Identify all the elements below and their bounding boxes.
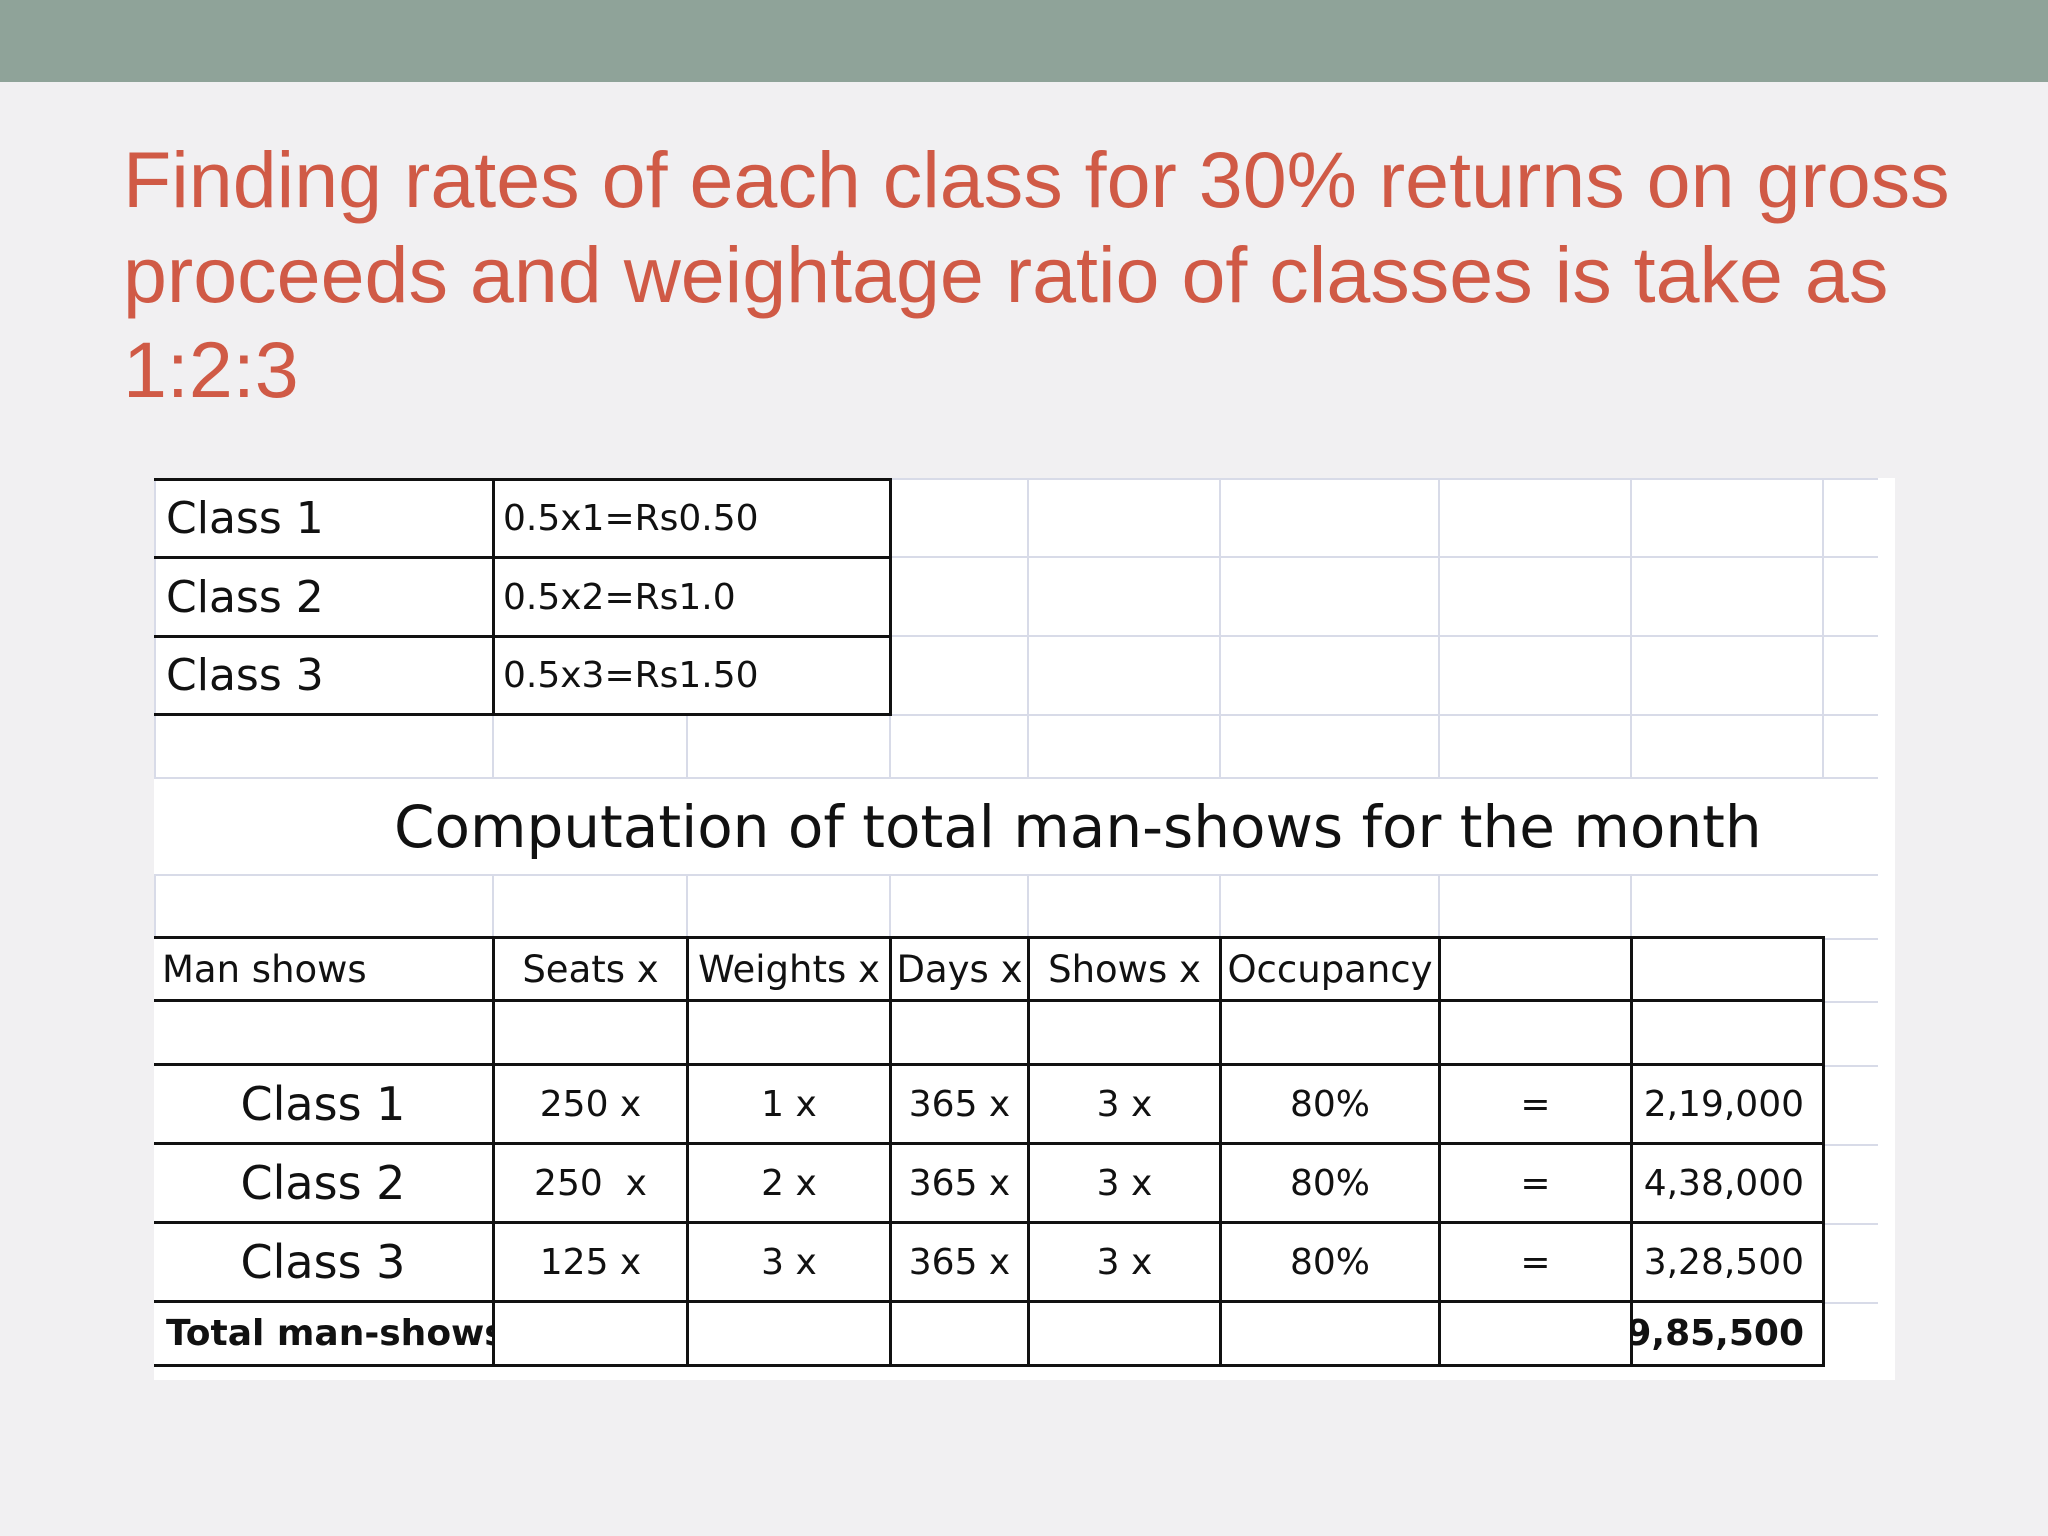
rate-class-value: 0.5x2=Rs1.0 <box>503 576 736 618</box>
row-weights: 3 x <box>761 1241 817 1283</box>
row-seats: 250 x <box>539 1083 642 1125</box>
row-total: 2,19,000 <box>1643 1083 1804 1125</box>
rate-class-label: Class 1 <box>166 493 324 544</box>
table-border <box>1219 936 1222 1367</box>
row-occupancy: 80% <box>1289 1083 1370 1125</box>
gridline <box>1822 1001 1878 1003</box>
table-border <box>154 713 892 716</box>
gridline <box>1630 478 1632 777</box>
gridline <box>1822 1065 1878 1067</box>
gridline <box>492 874 494 936</box>
gridline <box>1027 874 1029 936</box>
table-border <box>889 936 892 1367</box>
gridline <box>1822 1302 1878 1304</box>
row-shows: 3 x <box>1096 1083 1153 1125</box>
computation-heading: Computation of total man-shows for the m… <box>394 792 1762 861</box>
gridline <box>889 714 1878 716</box>
row-equals: = <box>1520 1083 1551 1125</box>
table-border <box>154 1142 1825 1145</box>
spreadsheet-image: Class 1 0.5x1=Rs0.50 Class 2 0.5x2=Rs1.0… <box>154 478 1895 1380</box>
table-border <box>154 1063 1825 1066</box>
rate-class-label: Class 2 <box>166 571 324 623</box>
gridline <box>889 635 1878 637</box>
table-border <box>154 999 1825 1002</box>
total-label: Total man-shows <box>166 1313 492 1354</box>
gridline <box>154 478 1878 480</box>
row-total: 3,28,500 <box>1643 1241 1804 1283</box>
row-seats: 250 x <box>534 1162 647 1204</box>
table-border <box>154 635 892 638</box>
header-man-shows: Man shows <box>162 947 367 991</box>
slide-title: Finding rates of each class for 30% retu… <box>123 135 1950 414</box>
gridline <box>1438 874 1440 936</box>
gridline <box>1822 1223 1878 1225</box>
rate-class-value: 0.5x1=Rs0.50 <box>503 498 759 539</box>
row-class-label: Class 3 <box>240 1235 406 1289</box>
table-border <box>154 1364 1825 1367</box>
row-days: 365 x <box>908 1162 1011 1204</box>
gridline <box>1219 874 1221 936</box>
row-equals: = <box>1520 1162 1551 1204</box>
table-border <box>154 1300 1825 1303</box>
gridline <box>1822 1144 1878 1146</box>
gridline <box>154 874 1878 876</box>
gridline <box>1822 938 1878 940</box>
gridline <box>889 556 1878 558</box>
table-border <box>1027 936 1030 1367</box>
gridline <box>154 874 156 936</box>
row-seats: 125 x <box>539 1241 642 1283</box>
table-border <box>1630 936 1633 1367</box>
gridline <box>154 777 1878 779</box>
slide-header-bar <box>0 0 2048 82</box>
table-border <box>154 1221 1825 1224</box>
table-border <box>686 936 689 1367</box>
gridline <box>154 478 156 777</box>
gridline <box>1630 874 1632 936</box>
table-border <box>492 478 495 716</box>
gridline <box>1219 478 1221 777</box>
header-shows: Shows x <box>1048 947 1201 991</box>
rate-class-value: 0.5x3=Rs1.50 <box>503 655 759 696</box>
gridline <box>492 714 494 777</box>
table-border <box>492 936 495 1367</box>
row-class-label: Class 2 <box>240 1156 406 1210</box>
row-days: 365 x <box>908 1083 1011 1125</box>
row-total: 4,38,000 <box>1643 1162 1804 1204</box>
table-border <box>1438 936 1441 1367</box>
total-value: 9,85,500 <box>1633 1313 1804 1354</box>
table-border <box>154 936 1825 939</box>
row-days: 365 x <box>908 1241 1011 1283</box>
gridline <box>1822 478 1824 777</box>
row-equals: = <box>1520 1241 1551 1283</box>
header-occupancy: Occupancy <box>1227 947 1433 991</box>
gridline <box>686 714 688 777</box>
table-border <box>1822 936 1825 1367</box>
row-class-label: Class 1 <box>240 1077 406 1131</box>
gridline <box>889 874 891 936</box>
row-weights: 2 x <box>761 1162 817 1204</box>
rate-class-label: Class 3 <box>166 650 324 701</box>
header-seats: Seats x <box>522 947 659 991</box>
row-occupancy: 80% <box>1289 1241 1370 1283</box>
table-border <box>154 478 892 481</box>
header-days: Days x <box>896 947 1023 991</box>
gridline <box>1438 478 1440 777</box>
table-border <box>889 478 892 716</box>
gridline <box>1027 478 1029 777</box>
row-shows: 3 x <box>1096 1162 1153 1204</box>
table-border <box>154 556 892 559</box>
row-weights: 1 x <box>761 1083 817 1125</box>
gridline <box>686 874 688 936</box>
header-weights: Weights x <box>698 947 880 991</box>
row-shows: 3 x <box>1096 1241 1153 1283</box>
row-occupancy: 80% <box>1289 1162 1370 1204</box>
